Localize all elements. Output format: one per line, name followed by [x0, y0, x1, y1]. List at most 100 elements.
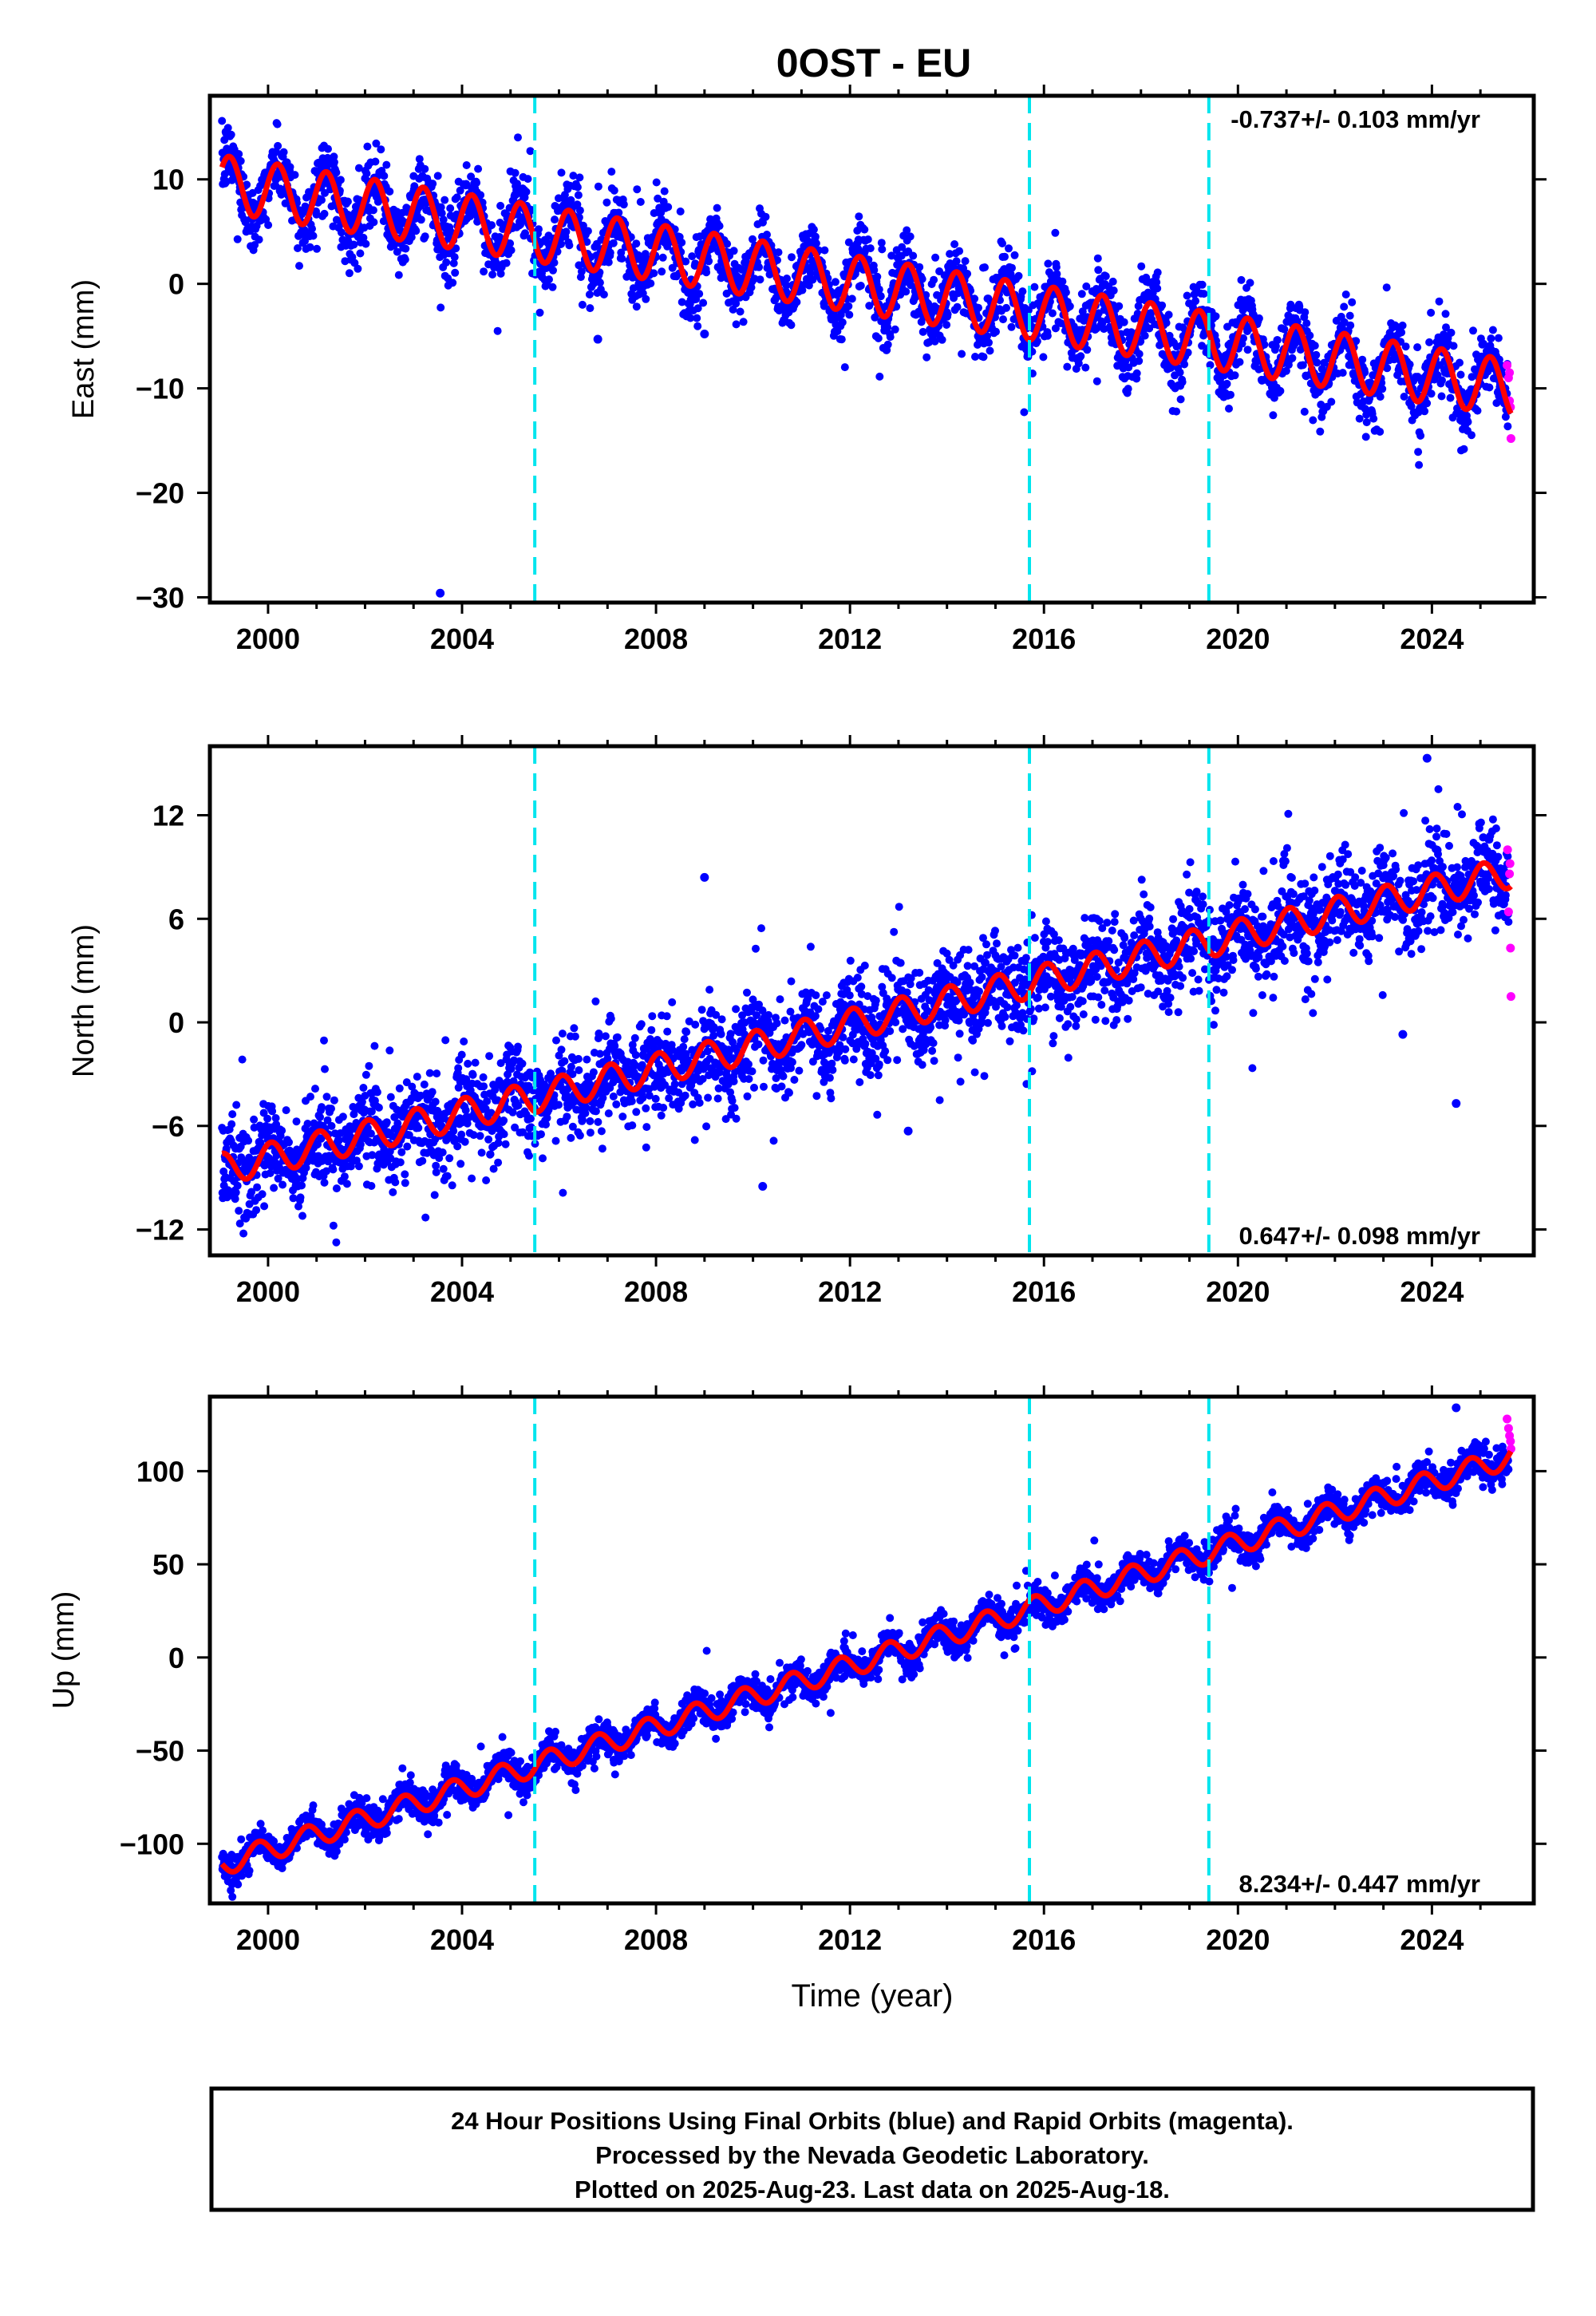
east-point-2814	[1338, 369, 1347, 377]
east-point-347	[356, 249, 365, 258]
north-point-314	[342, 1180, 351, 1188]
east-point-2237	[1108, 277, 1117, 286]
east-point-916	[583, 238, 591, 247]
north-point-963	[601, 1032, 610, 1041]
north-point-460	[401, 1179, 409, 1188]
east-point-1002	[617, 248, 626, 257]
east-point-39	[233, 235, 242, 243]
east-point-966	[602, 198, 611, 207]
north-point-1455	[797, 1041, 806, 1049]
east-y-axis-label: East (mm)	[67, 279, 101, 419]
east-point-385	[371, 157, 380, 166]
north-point-571	[445, 1154, 454, 1163]
north-point-39	[233, 1181, 242, 1190]
east-y-tick-label: −10	[136, 373, 184, 405]
east-point-1164	[681, 257, 690, 266]
north-point-187	[292, 1117, 301, 1126]
north-point-1040	[632, 1108, 641, 1117]
east-point-316	[343, 197, 352, 206]
north-point-1224	[705, 986, 714, 994]
east-point-2407	[1176, 395, 1185, 404]
east-point-1787	[930, 275, 938, 284]
north-point-1385	[769, 1136, 778, 1145]
north-point-1424	[785, 1089, 793, 1097]
north-point-561	[441, 1036, 450, 1045]
north-point-925	[586, 1128, 595, 1137]
east-point-3141	[1469, 326, 1477, 335]
east-point-2555	[1235, 358, 1244, 366]
east-point-1040	[632, 239, 641, 248]
north-point-1628	[866, 1071, 875, 1080]
east-point-903	[577, 267, 586, 276]
east-point-320	[345, 269, 354, 278]
east-point-959	[599, 290, 608, 298]
east-point-2360	[1158, 301, 1167, 310]
east-point-1329	[747, 283, 756, 292]
north-point-1347	[754, 1040, 763, 1049]
east-point-341	[354, 264, 362, 273]
east-point-3228	[1503, 422, 1512, 431]
east-point-2817	[1340, 302, 1349, 311]
east-outlier-1	[593, 334, 602, 344]
east-point-830	[548, 283, 557, 291]
east-point-978	[607, 168, 616, 176]
north-point-1645	[873, 1110, 882, 1119]
east-point-2168	[1081, 363, 1090, 372]
east-point-2275	[1124, 385, 1132, 393]
north-point-54	[239, 1229, 248, 1238]
east-point-287	[332, 168, 341, 177]
north-point-234	[311, 1085, 319, 1093]
north-point-362	[361, 1070, 370, 1079]
east-point-282	[330, 158, 338, 167]
north-point-1432	[788, 1057, 796, 1066]
east-point-949	[595, 279, 604, 287]
north-point-86	[252, 1206, 261, 1215]
north-point-538	[432, 1168, 440, 1176]
east-point-2348	[1153, 284, 1162, 293]
east-point-2014	[1020, 408, 1029, 417]
north-point-593	[454, 1064, 463, 1073]
east-point-82	[251, 241, 259, 249]
east-point-300	[337, 228, 346, 237]
east-point-923	[585, 290, 594, 298]
east-point-3205	[1494, 334, 1503, 342]
east-point-1728	[906, 232, 915, 241]
north-point-612	[461, 1106, 470, 1115]
north-point-610	[460, 1137, 469, 1146]
east-point-736	[511, 168, 519, 177]
north-point-51	[238, 1055, 247, 1064]
east-point-2891	[1369, 414, 1378, 423]
north-point-258	[321, 1065, 329, 1073]
east-point-331	[350, 240, 358, 249]
north-point-451	[397, 1148, 406, 1156]
north-point-1586	[849, 1055, 858, 1064]
north-point-1319	[743, 1092, 752, 1101]
east-point-2604	[1254, 314, 1263, 322]
east-point-62	[243, 180, 251, 189]
east-point-1648	[874, 334, 883, 342]
east-point-851	[557, 239, 565, 248]
east-point-1109	[659, 197, 668, 206]
east-point-1915	[981, 263, 989, 271]
east-point-898	[575, 173, 584, 182]
north-point-1234	[709, 1031, 718, 1040]
east-point-1672	[883, 340, 892, 349]
east-point-2129	[1065, 302, 1074, 310]
east-point-1291	[732, 320, 741, 329]
north-point-1039	[631, 1051, 640, 1059]
north-point-490	[413, 1073, 421, 1081]
east-point-2913	[1378, 385, 1387, 393]
north-point-246	[316, 1113, 324, 1121]
east-point-1599	[855, 212, 863, 221]
east-point-882	[569, 172, 578, 180]
north-point-1564	[840, 1056, 849, 1065]
north-point-1648	[874, 1071, 883, 1080]
east-point-1154	[678, 238, 686, 247]
east-point-1492	[812, 239, 820, 247]
east-point-1735	[909, 251, 918, 260]
east-point-3107	[1456, 358, 1464, 367]
east-point-1564	[840, 363, 849, 372]
north-point-1161	[680, 1035, 689, 1044]
east-point-229	[309, 231, 318, 240]
north-point-845	[555, 1101, 563, 1109]
